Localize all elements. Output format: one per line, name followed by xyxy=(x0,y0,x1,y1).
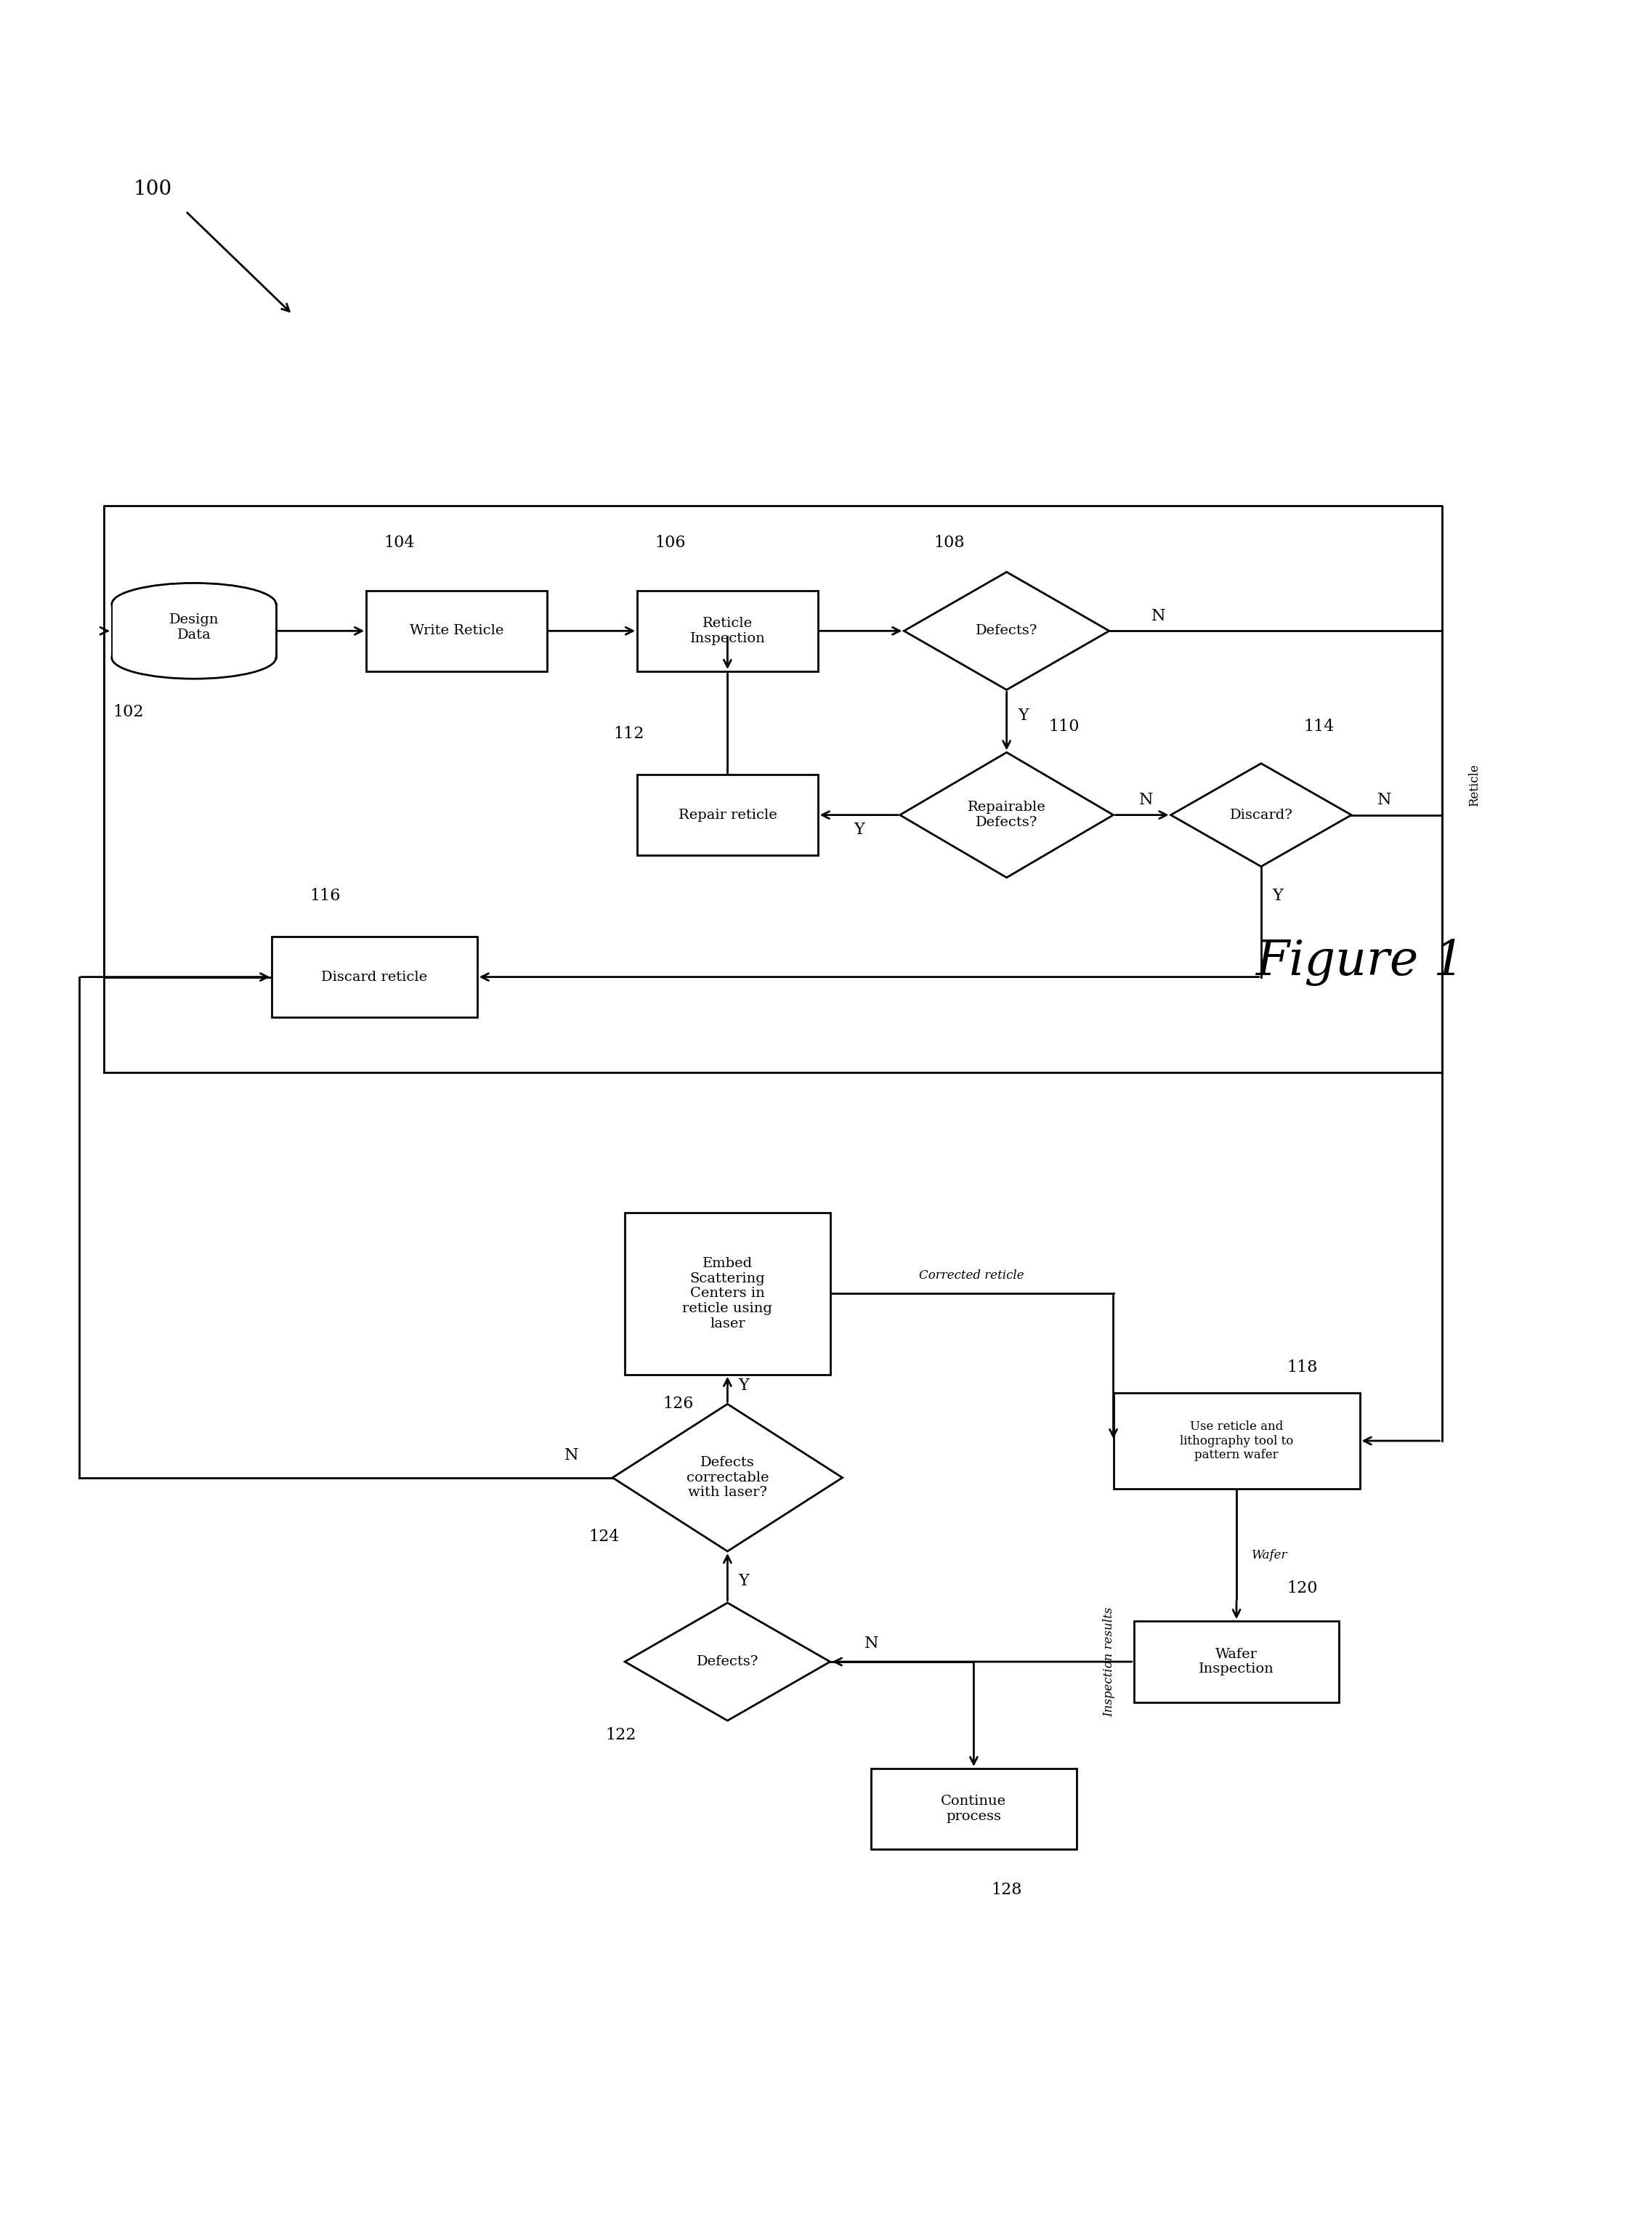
Ellipse shape xyxy=(112,584,276,626)
Text: Discard?: Discard? xyxy=(1229,808,1292,821)
FancyBboxPatch shape xyxy=(112,606,276,657)
Text: Use reticle and
lithography tool to
pattern wafer: Use reticle and lithography tool to patt… xyxy=(1180,1420,1294,1462)
Text: Defects?: Defects? xyxy=(976,624,1037,637)
Text: 128: 128 xyxy=(991,1882,1023,1897)
FancyBboxPatch shape xyxy=(367,590,547,672)
Text: Repair reticle: Repair reticle xyxy=(679,808,776,821)
Text: 100: 100 xyxy=(134,180,172,200)
FancyBboxPatch shape xyxy=(1113,1394,1360,1489)
Text: Y: Y xyxy=(854,821,864,839)
Text: N: N xyxy=(565,1447,578,1465)
Text: 126: 126 xyxy=(662,1396,694,1411)
Text: Reticle
Inspection: Reticle Inspection xyxy=(691,617,765,646)
Text: 124: 124 xyxy=(590,1529,620,1544)
Text: 112: 112 xyxy=(613,726,644,741)
Text: Embed
Scattering
Centers in
reticle using
laser: Embed Scattering Centers in reticle usin… xyxy=(682,1256,773,1331)
Text: Y: Y xyxy=(738,1378,750,1394)
FancyBboxPatch shape xyxy=(1133,1622,1340,1702)
Text: Figure 1: Figure 1 xyxy=(1256,939,1464,985)
Ellipse shape xyxy=(112,637,276,679)
Polygon shape xyxy=(613,1405,843,1551)
Polygon shape xyxy=(1171,763,1351,868)
Text: Design
Data: Design Data xyxy=(169,612,218,641)
FancyBboxPatch shape xyxy=(638,590,818,672)
FancyBboxPatch shape xyxy=(624,1212,829,1374)
Text: Write Reticle: Write Reticle xyxy=(410,624,504,637)
Text: Discard reticle: Discard reticle xyxy=(322,970,428,983)
Text: 120: 120 xyxy=(1287,1580,1318,1595)
Text: 114: 114 xyxy=(1303,719,1333,734)
FancyBboxPatch shape xyxy=(273,936,477,1019)
FancyBboxPatch shape xyxy=(871,1769,1077,1848)
Text: Inspection results: Inspection results xyxy=(1104,1607,1115,1718)
Text: 106: 106 xyxy=(654,535,686,550)
Polygon shape xyxy=(900,752,1113,877)
Text: Continue
process: Continue process xyxy=(942,1795,1006,1824)
Text: N: N xyxy=(1140,792,1153,808)
Text: 102: 102 xyxy=(112,703,144,719)
Text: Wafer
Inspection: Wafer Inspection xyxy=(1199,1649,1274,1675)
Text: 110: 110 xyxy=(1049,719,1079,734)
Text: Corrected reticle: Corrected reticle xyxy=(919,1269,1024,1280)
Text: Reticle: Reticle xyxy=(1469,763,1480,808)
Text: N: N xyxy=(864,1635,879,1651)
Text: Defects
correctable
with laser?: Defects correctable with laser? xyxy=(686,1456,768,1500)
Text: 122: 122 xyxy=(605,1726,636,1744)
Text: 118: 118 xyxy=(1287,1360,1318,1376)
Polygon shape xyxy=(624,1602,829,1720)
Polygon shape xyxy=(904,573,1108,690)
Text: N: N xyxy=(1151,608,1166,624)
Text: Y: Y xyxy=(1018,708,1029,723)
Text: 104: 104 xyxy=(383,535,415,550)
Text: N: N xyxy=(1378,792,1391,808)
Text: Defects?: Defects? xyxy=(697,1655,758,1669)
FancyBboxPatch shape xyxy=(638,774,818,857)
Text: Y: Y xyxy=(1272,888,1284,903)
Text: 116: 116 xyxy=(311,888,340,903)
Text: 108: 108 xyxy=(933,535,965,550)
Text: Wafer: Wafer xyxy=(1251,1549,1287,1562)
Text: Repairable
Defects?: Repairable Defects? xyxy=(968,801,1046,830)
Text: Y: Y xyxy=(738,1573,750,1589)
